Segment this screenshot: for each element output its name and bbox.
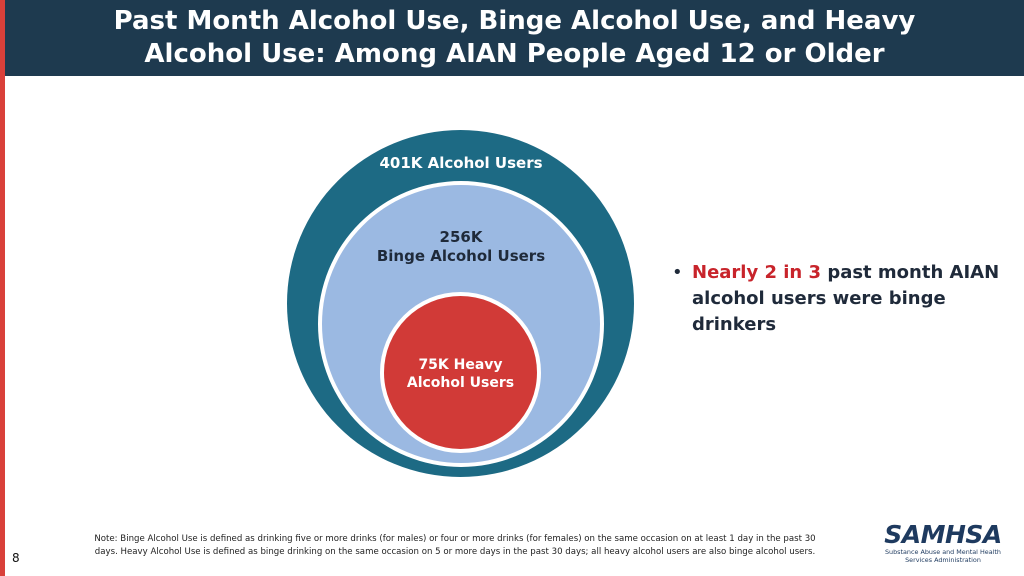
footnote-line-1: Note: Binge Alcohol Use is defined as dr… (94, 534, 816, 544)
slide-title-line-2: Alcohol Use: Among AIAN People Aged 12 o… (144, 39, 885, 69)
key-finding-rest: past month AIAN alcohol users were binge… (692, 262, 1000, 335)
footnote: Note: Binge Alcohol Use is defined as dr… (40, 533, 870, 559)
bullet-marker: • (672, 262, 683, 283)
outer-circle-label: 401K Alcohol Users (379, 154, 543, 172)
page-number: 8 (12, 551, 20, 565)
middle-circle-label: 256K Binge Alcohol Users (331, 228, 591, 266)
footnote-line-2: days. Heavy Alcohol Use is defined as bi… (94, 547, 816, 557)
middle-circle-caption: Binge Alcohol Users (376, 247, 546, 265)
key-finding-bullet: • Nearly 2 in 3 past month AIAN alcohol … (672, 260, 1002, 338)
accent-bar (0, 0, 5, 576)
key-finding-text: Nearly 2 in 3 past month AIAN alcohol us… (692, 260, 1002, 338)
inner-circle-label-line-2: Alcohol Users (406, 375, 515, 391)
middle-circle-value: 256K (439, 228, 483, 246)
inner-circle-label: 75K Heavy Alcohol Users (384, 356, 537, 392)
slide-title-line-1: Past Month Alcohol Use, Binge Alcohol Us… (113, 6, 916, 36)
logo-wordmark: SAMHSA (884, 520, 1002, 549)
logo-subtitle-line-1: Substance Abuse and Mental Health (885, 548, 1001, 556)
slide-header: Past Month Alcohol Use, Binge Alcohol Us… (5, 0, 1024, 76)
inner-circle-label-line-1: 75K Heavy (418, 357, 503, 373)
logo-subtitle-line-2: Services Administration (905, 556, 981, 564)
key-finding-highlight: Nearly 2 in 3 (692, 262, 822, 283)
inner-circle-heavy-users (384, 296, 537, 449)
samhsa-logo: SAMHSA Substance Abuse and Mental Health… (878, 522, 1008, 568)
